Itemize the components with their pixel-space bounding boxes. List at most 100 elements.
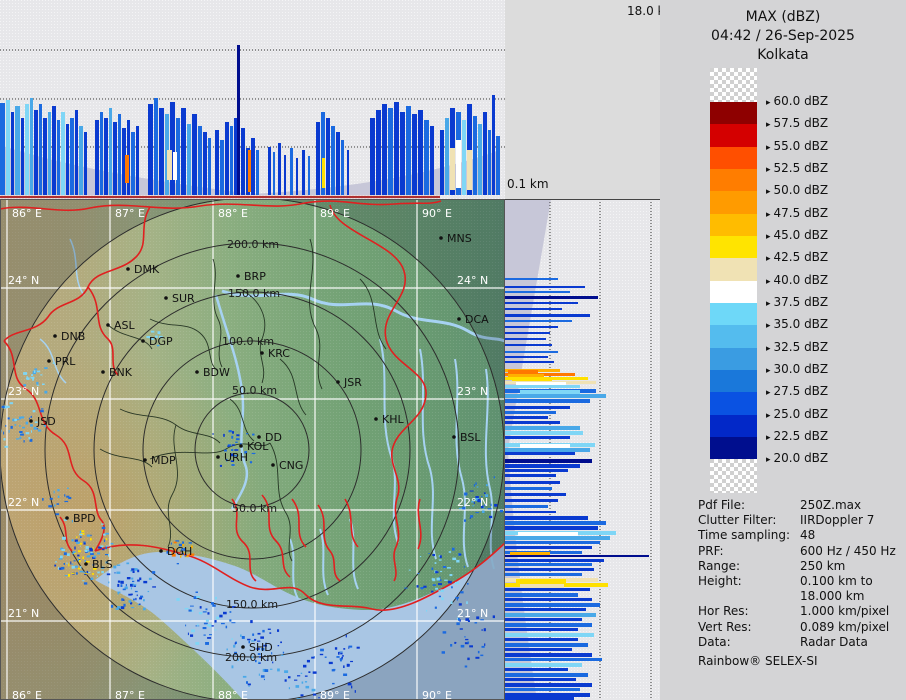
scale-arrow-icon: ▸ xyxy=(766,231,771,242)
latitude-label: 23° N xyxy=(457,385,488,398)
city-dot xyxy=(271,463,275,467)
city-dot xyxy=(141,339,145,343)
sea-area xyxy=(95,544,505,700)
city-dot xyxy=(452,435,456,439)
longitude-label: 87° E xyxy=(115,207,145,220)
scale-label: ▸ 52.5 dBZ xyxy=(766,160,829,175)
longitude-label: 88° E xyxy=(218,689,248,700)
metadata-value: 250Z.max xyxy=(800,498,862,512)
scale-label: ▸ 27.5 dBZ xyxy=(766,384,829,399)
product-metadata: Pdf File: 250Z.max Clutter Filter: IIRDoppl… xyxy=(698,498,906,669)
radar-map: 86° E 87° E 88° E 89° E 90° E 86° E 87° E 88° E… xyxy=(0,199,505,700)
scale-band xyxy=(710,213,757,236)
metadata-value: Radar Data xyxy=(800,634,868,649)
scale-label: ▸ 25.0 dBZ xyxy=(766,406,829,421)
scale-arrow-icon: ▸ xyxy=(766,164,771,175)
metadata-value: 18.000 km xyxy=(800,589,865,604)
city-dot xyxy=(195,370,199,374)
metadata-row: Height: 0.100 km to xyxy=(698,574,906,589)
top-height-profile-panel xyxy=(0,0,505,199)
scale-band xyxy=(710,392,757,415)
scale-band xyxy=(710,459,757,494)
city-dot xyxy=(239,444,243,448)
scale-label: ▸ 45.0 dBZ xyxy=(766,227,829,242)
city-dot xyxy=(106,323,110,327)
scale-band xyxy=(710,414,757,437)
city-dot xyxy=(47,359,51,363)
metadata-row: Pdf File: 250Z.max xyxy=(698,498,906,513)
side-panel-reflectivity-bars xyxy=(505,278,649,700)
city-label: DGH xyxy=(167,545,192,558)
scale-arrow-icon: ▸ xyxy=(766,298,771,309)
city-dot xyxy=(216,455,220,459)
city-label: KRC xyxy=(268,347,290,360)
city-dot xyxy=(241,645,245,649)
scale-arrow-icon: ▸ xyxy=(766,455,771,466)
city-dot xyxy=(439,236,443,240)
longitude-label: 86° E xyxy=(12,207,42,220)
height-axis-min-label: 0.1 km xyxy=(507,177,549,191)
scale-label: ▸ 42.5 dBZ xyxy=(766,250,829,265)
city-dot xyxy=(65,516,69,520)
city-label: DMK xyxy=(134,263,160,276)
city-label: URH xyxy=(224,451,248,464)
latitude-label: 24° N xyxy=(457,274,488,287)
scale-band xyxy=(710,102,757,125)
city-label: BDW xyxy=(203,366,230,379)
city-label: KOL xyxy=(247,440,269,453)
metadata-value: 0.100 km to xyxy=(800,574,873,589)
metadata-label: Time sampling: xyxy=(698,528,791,543)
city-dot xyxy=(126,267,130,271)
scale-band xyxy=(710,168,757,192)
scale-band xyxy=(710,369,757,393)
city-dot xyxy=(164,296,168,300)
map-labels: 86° E 87° E 88° E 89° E 90° E 86° E 87° E 88° E… xyxy=(8,207,489,700)
metadata-row: 18.000 km xyxy=(698,589,906,604)
scale-arrow-icon: ▸ xyxy=(766,120,771,131)
side-profile-chart xyxy=(505,199,660,700)
product-title: MAX (dBZ) xyxy=(745,9,821,25)
scale-label: ▸ 47.5 dBZ xyxy=(766,205,829,220)
top-panel-reflectivity-bars xyxy=(0,45,500,195)
city-label: BNK xyxy=(109,366,133,379)
latitude-label: 21° N xyxy=(8,607,39,620)
longitude-label: 87° E xyxy=(115,689,145,700)
metadata-value: 600 Hz / 450 Hz xyxy=(800,543,896,558)
scale-label: ▸ 32.5 dBZ xyxy=(766,339,829,354)
top-profile-chart xyxy=(0,0,505,199)
latitude-label: 23° N xyxy=(8,385,39,398)
city-label: JSR xyxy=(343,376,362,389)
scale-band xyxy=(710,347,757,370)
metadata-label: Hor Res: xyxy=(698,604,749,619)
beyond-range-overlay xyxy=(0,199,505,700)
scale-band xyxy=(710,436,757,460)
scale-arrow-icon: ▸ xyxy=(766,276,771,287)
scale-band xyxy=(710,68,757,102)
range-ring-label: 150.0 km xyxy=(228,287,280,300)
city-label: BSL xyxy=(460,431,481,444)
scale-band xyxy=(710,146,757,169)
scale-band xyxy=(710,124,757,147)
range-ring-label: 200.0 km xyxy=(227,238,279,251)
metadata-value: 48 xyxy=(800,528,816,543)
scale-arrow-icon: ▸ xyxy=(766,254,771,265)
metadata-label: Pdf File: xyxy=(698,498,746,512)
city-label: MNS xyxy=(447,232,472,245)
range-ring-label: 50.0 km xyxy=(232,384,277,397)
metadata-row: Range: 250 km xyxy=(698,559,906,574)
scale-label: ▸ 55.0 dBZ xyxy=(766,138,829,153)
latitude-label: 22° N xyxy=(457,496,488,509)
city-label: PRL xyxy=(55,355,76,368)
range-ring-label: 100.0 km xyxy=(222,335,274,348)
range-ring-label: 200.0 km xyxy=(225,651,277,664)
city-dot xyxy=(84,562,88,566)
side-height-profile-panel xyxy=(505,199,660,700)
scale-label: ▸ 40.0 dBZ xyxy=(766,272,829,287)
city-dot xyxy=(101,370,105,374)
metadata-label: Clutter Filter: xyxy=(698,513,777,528)
longitude-label: 88° E xyxy=(218,207,248,220)
city-label: BPD xyxy=(73,512,96,525)
city-label: DGP xyxy=(149,335,173,348)
longitude-label: 90° E xyxy=(422,207,452,220)
